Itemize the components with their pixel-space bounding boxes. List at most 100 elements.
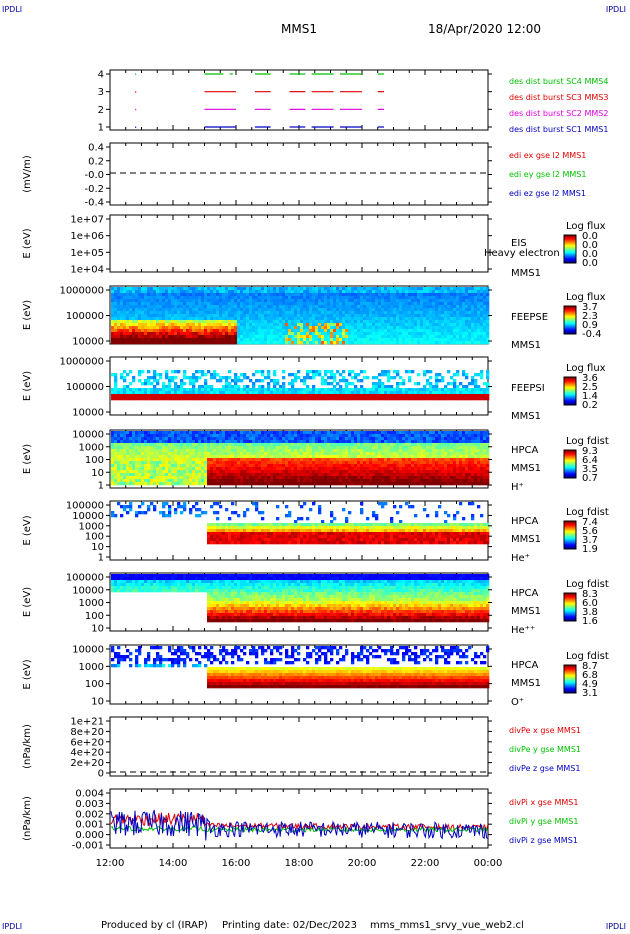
spectrogram-cell <box>261 379 265 383</box>
spectrogram-cell <box>312 373 316 377</box>
spectrogram-cell <box>303 394 307 398</box>
spectrogram-cell <box>426 388 430 392</box>
spectrogram-cell <box>279 287 283 291</box>
spectrogram-cell <box>324 329 328 333</box>
spectrogram-cell <box>300 293 304 297</box>
spectrogram-cell <box>219 379 223 383</box>
spectrogram-cell <box>171 458 175 462</box>
spectrogram-cell <box>348 394 352 398</box>
spectrogram-cell <box>294 335 298 339</box>
spectrogram-cell <box>210 293 214 297</box>
spectrogram-cell <box>438 311 442 315</box>
spectrogram-cell <box>168 476 172 480</box>
spectrogram-cell <box>123 467 127 471</box>
spectrogram-cell <box>216 293 220 297</box>
spectrogram-cell <box>273 287 277 291</box>
spectrogram-cell <box>312 314 316 318</box>
spectrogram-cell <box>234 397 238 401</box>
spectrogram-cell <box>213 455 217 459</box>
spectrogram-cell <box>279 290 283 294</box>
spectrogram-cell <box>195 446 199 450</box>
spectrogram-cell <box>237 431 241 435</box>
spectrogram-cell <box>117 341 121 345</box>
spectrogram-cell <box>270 379 274 383</box>
spectrogram-cell <box>174 440 178 444</box>
colorbar-step <box>564 316 576 318</box>
spectrogram-cell <box>306 373 310 377</box>
spectrogram-cell <box>180 382 184 386</box>
spectrogram-cell <box>207 455 211 459</box>
spectrogram-cell <box>276 391 280 395</box>
spectrogram-cell <box>222 455 226 459</box>
spectrogram-cell <box>414 397 418 401</box>
spectrogram-cell <box>282 391 286 395</box>
spectrogram-cell <box>264 446 268 450</box>
spectrogram-cell <box>150 434 154 438</box>
spectrogram-cell <box>288 296 292 300</box>
spectrogram-cell <box>111 326 115 330</box>
spectrogram-cell <box>114 443 118 447</box>
spectrogram-cell <box>390 385 394 389</box>
spectrogram-cell <box>216 397 220 401</box>
spectrogram-cell <box>177 397 181 401</box>
spectrogram-cell <box>234 382 238 386</box>
spectrogram-cell <box>453 296 457 300</box>
spectrogram-cell <box>420 311 424 315</box>
spectrogram-cell <box>240 434 244 438</box>
spectrogram-cell <box>483 302 487 306</box>
spectrogram-cell <box>462 290 466 294</box>
spectrogram-cell <box>411 320 415 324</box>
spectrogram-cell <box>147 335 151 339</box>
spectrogram-cell <box>171 308 175 312</box>
spectrogram-cell <box>474 379 478 383</box>
spectrogram-cell <box>279 329 283 333</box>
spectrogram-cell <box>234 329 238 333</box>
spectrogram-cell <box>171 470 175 474</box>
spectrogram-cell <box>243 482 247 486</box>
spectrogram-cell <box>411 323 415 327</box>
spectrogram-cell <box>150 311 154 315</box>
spectrogram-cell <box>237 394 241 398</box>
spectrogram-cell <box>438 397 442 401</box>
spectrogram-cell <box>207 323 211 327</box>
spectrogram-cell <box>114 293 118 297</box>
spectrogram-cell <box>465 388 469 392</box>
spectrogram-cell <box>303 317 307 321</box>
spectrogram-cell <box>270 326 274 330</box>
spectrogram-cell <box>312 311 316 315</box>
spectrogram-cell <box>114 391 118 395</box>
spectrogram-cell <box>153 341 157 345</box>
spectrogram-cell <box>372 335 376 339</box>
spectrogram-cell <box>426 290 430 294</box>
spectrogram-cell <box>282 317 286 321</box>
spectrogram-cell <box>162 467 166 471</box>
spectrogram-cell <box>315 341 319 345</box>
spectrogram-cell <box>450 305 454 309</box>
spectrogram-cell <box>225 455 229 459</box>
spectrogram-cell <box>402 382 406 386</box>
spectrogram-cell <box>441 394 445 398</box>
spectrogram-cell <box>321 329 325 333</box>
spectrogram-cell <box>417 308 421 312</box>
spectrogram-cell <box>315 317 319 321</box>
spectrogram-cell <box>429 385 433 389</box>
spectrogram-cell <box>192 305 196 309</box>
spectrogram-cell <box>222 476 226 480</box>
spectrogram-cell <box>135 341 139 345</box>
colorbar-tick-label: 0.2 <box>582 400 598 411</box>
spectrogram-cell <box>162 482 166 486</box>
spectrogram-cell <box>306 376 310 380</box>
spectrogram-cell <box>141 308 145 312</box>
spectrogram-cell <box>450 299 454 303</box>
spectrogram-cell <box>420 335 424 339</box>
spectrogram-cell <box>159 467 163 471</box>
spectrogram-cell <box>129 467 133 471</box>
spectrogram-cell <box>294 394 298 398</box>
spectrogram-cell <box>141 440 145 444</box>
spectrogram-cell <box>270 473 274 477</box>
spectrogram-cell <box>231 320 235 324</box>
spectrogram-cell <box>141 434 145 438</box>
spectrogram-cell <box>225 443 229 447</box>
spectrogram-cell <box>405 296 409 300</box>
